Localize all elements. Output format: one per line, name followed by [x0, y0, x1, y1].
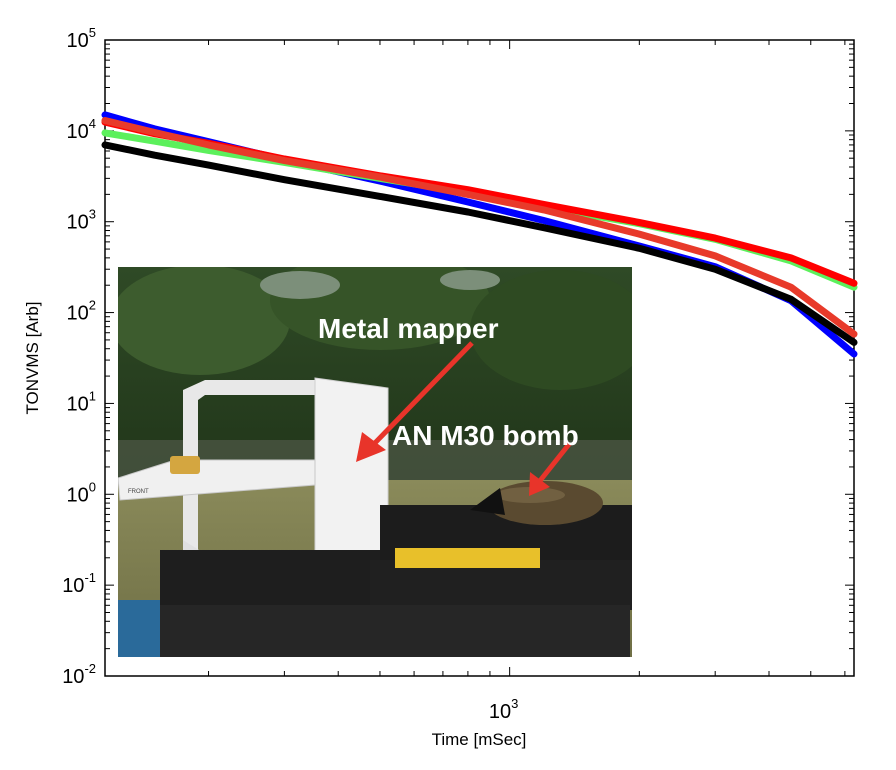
x-tick-label: 103 — [489, 696, 518, 723]
y-tick-label: 104 — [67, 116, 96, 143]
label-bomb: AN M30 bomb — [392, 420, 579, 451]
major-ticks — [105, 39, 854, 677]
photo-pallet — [160, 550, 380, 605]
arrow-metal-mapper-head — [356, 432, 386, 462]
label-metal-mapper: Metal mapper — [318, 313, 499, 344]
bomb-cradle — [470, 488, 505, 515]
minor-ticks — [105, 40, 854, 676]
photo-foliage — [470, 270, 632, 390]
metal-mapper-frame — [183, 380, 315, 560]
arrow-bomb — [537, 441, 572, 484]
photo-level — [395, 548, 540, 568]
y-tick-label: 10-2 — [62, 661, 96, 688]
series-layer — [101, 111, 858, 358]
photo-sky-gap — [440, 270, 500, 290]
y-tick-label: 102 — [67, 298, 96, 325]
y-tick-label: 100 — [67, 479, 96, 506]
y-tick-label: 101 — [67, 388, 96, 415]
front-tag: FRONT — [128, 489, 149, 495]
tick-labels: 10-2 10-1 100 101 102 103 104 105 103 — [62, 25, 518, 723]
arrow-bomb-head — [529, 472, 550, 496]
photo-sky-gap — [260, 271, 340, 299]
series-line-5 — [101, 117, 858, 338]
y-tick-label: 105 — [67, 25, 96, 52]
photo-foliage — [118, 267, 290, 375]
metal-mapper-tray — [118, 459, 316, 501]
series-line-2 — [101, 141, 858, 346]
y-tick-label: 103 — [67, 207, 96, 234]
inset-photo: FRONT Metal mapper AN M30 bomb — [118, 267, 632, 657]
photo-pallet — [370, 560, 632, 610]
x-axis-title: Time [mSec] — [432, 730, 527, 749]
photo-handle — [170, 456, 200, 474]
arrow-metal-mapper — [370, 341, 474, 448]
y-axis-title: TONVMS [Arb] — [23, 301, 42, 414]
plot-frame — [104, 39, 855, 677]
y-tick-label: 10-1 — [62, 570, 96, 597]
photo-stand — [160, 605, 630, 657]
